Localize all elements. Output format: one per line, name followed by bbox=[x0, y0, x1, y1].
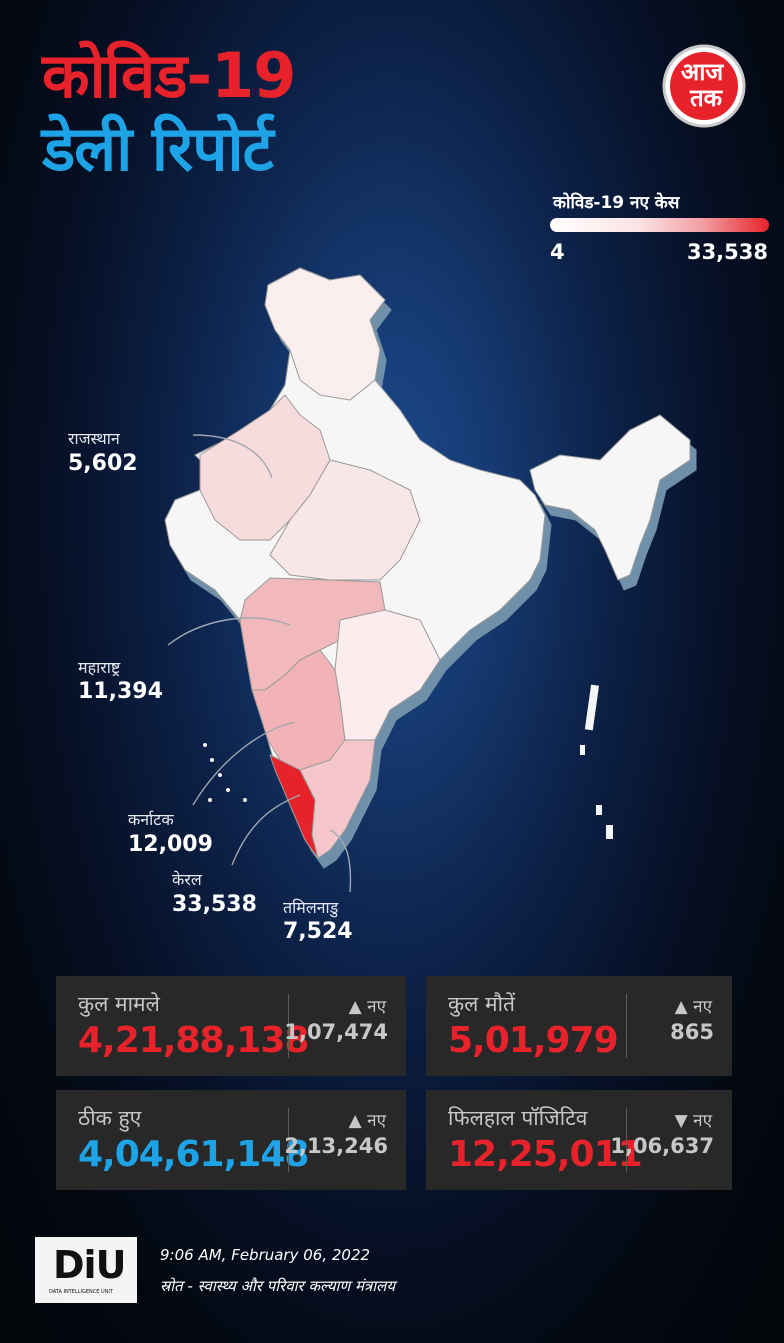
label-rajasthan-value: 5,602 bbox=[68, 451, 138, 476]
card-label: ठीक हुए bbox=[78, 1104, 141, 1132]
card-recovered: ठीक हुए 4,04,61,148 ▲ नए 2,13,246 bbox=[56, 1090, 406, 1190]
label-tamilnadu-name: तमिलनाडु bbox=[283, 896, 338, 918]
northeast-region bbox=[530, 415, 690, 580]
trend-up-icon: ▲ bbox=[675, 997, 688, 1017]
card-new-label: नए bbox=[693, 1111, 712, 1131]
diu-logo: DiU DATA INTELLIGENCE UNIT bbox=[35, 1237, 137, 1303]
label-tamilnadu-value: 7,524 bbox=[283, 919, 353, 944]
label-kerala-value: 33,538 bbox=[172, 892, 257, 917]
diu-logo-text: DiU bbox=[53, 1243, 125, 1287]
diu-logo-subtext: DATA INTELLIGENCE UNIT bbox=[49, 1289, 113, 1295]
source-text: स्रोत - स्वास्थ्य और परिवार कल्याण मंत्र… bbox=[160, 1276, 395, 1296]
trend-up-icon: ▲ bbox=[349, 1111, 362, 1131]
label-maharashtra-name: महाराष्ट्र bbox=[78, 656, 120, 678]
card-new-value: 865 bbox=[670, 1020, 714, 1044]
card-new-value: 1,07,474 bbox=[284, 1020, 388, 1044]
andhra-region bbox=[335, 610, 440, 740]
timestamp: 9:06 AM, February 06, 2022 bbox=[160, 1246, 370, 1264]
label-rajasthan-name: राजस्थान bbox=[68, 427, 120, 449]
card-label: कुल मामले bbox=[78, 990, 160, 1018]
card-total-cases: कुल मामले 4,21,88,138 ▲ नए 1,07,474 bbox=[56, 976, 406, 1076]
card-divider bbox=[626, 994, 627, 1058]
card-label: फिलहाल पॉजिटिव bbox=[448, 1104, 587, 1132]
north-region bbox=[265, 268, 385, 400]
trend-up-icon: ▲ bbox=[349, 997, 362, 1017]
trend-down-icon: ▼ bbox=[675, 1111, 688, 1131]
card-label: कुल मौतें bbox=[448, 990, 515, 1018]
label-karnataka-value: 12,009 bbox=[128, 832, 213, 857]
card-active-positive: फिलहाल पॉजिटिव 12,25,011 ▼ नए 1,06,637 bbox=[426, 1090, 732, 1190]
card-total-deaths: कुल मौतें 5,01,979 ▲ नए 865 bbox=[426, 976, 732, 1076]
india-map bbox=[0, 0, 784, 960]
card-new-label: नए bbox=[693, 997, 712, 1017]
label-kerala-name: केरल bbox=[172, 868, 202, 890]
label-maharashtra-value: 11,394 bbox=[78, 679, 163, 704]
card-new-label: नए bbox=[367, 1111, 386, 1131]
card-value: 5,01,979 bbox=[448, 1020, 618, 1061]
label-karnataka-name: कर्नाटक bbox=[128, 808, 174, 830]
card-value: 4,04,61,148 bbox=[78, 1134, 308, 1175]
card-value: 4,21,88,138 bbox=[78, 1020, 308, 1061]
card-new-label: नए bbox=[367, 997, 386, 1017]
card-new-value: 2,13,246 bbox=[284, 1134, 388, 1158]
card-new-value: 1,06,637 bbox=[610, 1134, 714, 1158]
